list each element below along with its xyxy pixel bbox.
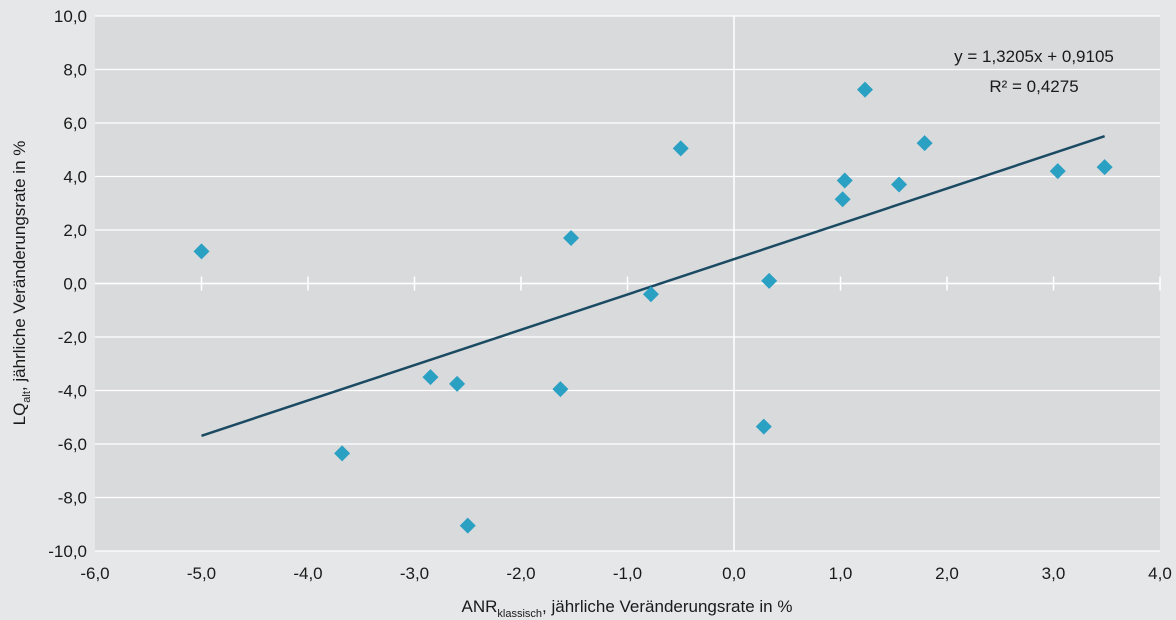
x-tick-label: 3,0 <box>1042 564 1066 583</box>
y-axis-title-main: LQ <box>10 403 29 426</box>
x-tick-label: -4,0 <box>293 564 322 583</box>
data-point <box>891 176 908 193</box>
data-point <box>755 418 772 435</box>
data-point <box>642 286 659 303</box>
data-point <box>1049 163 1066 180</box>
data-point <box>334 445 351 462</box>
y-axis-title-sub: alt <box>21 391 33 403</box>
trendline-equation: y = 1,3205x + 0,9105 <box>954 47 1114 66</box>
trendline-group <box>201 135 1106 437</box>
x-tick-label: -2,0 <box>506 564 535 583</box>
data-points <box>193 81 1113 534</box>
data-point <box>193 243 210 260</box>
y-tick-label: 0,0 <box>63 275 87 294</box>
data-point <box>1096 159 1113 176</box>
y-tick-label: -2,0 <box>58 328 87 347</box>
trendline <box>201 135 1106 437</box>
data-point <box>761 272 778 289</box>
y-tick-label: 4,0 <box>63 168 87 187</box>
data-point <box>856 81 873 98</box>
x-axis-title: ANRklassisch, jährliche Veränderungsrate… <box>462 597 793 620</box>
data-point <box>459 517 476 534</box>
x-tick-label: -5,0 <box>187 564 216 583</box>
x-tick-label: -3,0 <box>400 564 429 583</box>
data-point <box>916 135 933 152</box>
data-point <box>552 381 569 398</box>
y-tick-label: -4,0 <box>58 382 87 401</box>
x-axis-title-sub: klassisch <box>497 608 542 620</box>
trendline-r2: R² = 0,4275 <box>989 77 1078 96</box>
y-tick-label: 10,0 <box>54 7 87 26</box>
x-tick-label: -6,0 <box>80 564 109 583</box>
data-point <box>422 369 439 386</box>
y-tick-label: -8,0 <box>58 489 87 508</box>
y-tick-label: 2,0 <box>63 221 87 240</box>
y-tick-label: 6,0 <box>63 114 87 133</box>
x-tick-label: 2,0 <box>935 564 959 583</box>
x-axis-title-main: ANR <box>462 597 498 616</box>
y-axis-title-rest: , jährliche Veränderungsrate in % <box>10 141 29 391</box>
x-tick-label: 1,0 <box>829 564 853 583</box>
x-axis-title-rest: , jährliche Veränderungsrate in % <box>542 597 792 616</box>
y-tick-label: 8,0 <box>63 61 87 80</box>
axes <box>95 16 1161 551</box>
x-tick-label: 4,0 <box>1148 564 1172 583</box>
data-point <box>672 140 689 157</box>
grid-lines <box>95 15 1160 552</box>
y-tick-label: -10,0 <box>48 542 87 561</box>
y-tick-labels: -10,0 -8,0 -6,0 -4,0 -2,0 0,0 2,0 4,0 6,0 8,0 10,0 <box>48 7 87 561</box>
x-tick-label: -1,0 <box>613 564 642 583</box>
x-tick-labels: -6,0 -5,0 -4,0 -3,0 -2,0 -1,0 0,0 1,0 2,0 3,0 4,0 <box>80 564 1171 583</box>
y-axis-title: LQalt, jährliche Veränderungsrate in % <box>10 141 33 426</box>
data-point <box>836 172 853 189</box>
data-point <box>449 375 466 392</box>
data-point <box>563 230 580 247</box>
x-tick-label: 0,0 <box>722 564 746 583</box>
data-point <box>834 191 851 208</box>
y-tick-label: -6,0 <box>58 435 87 454</box>
